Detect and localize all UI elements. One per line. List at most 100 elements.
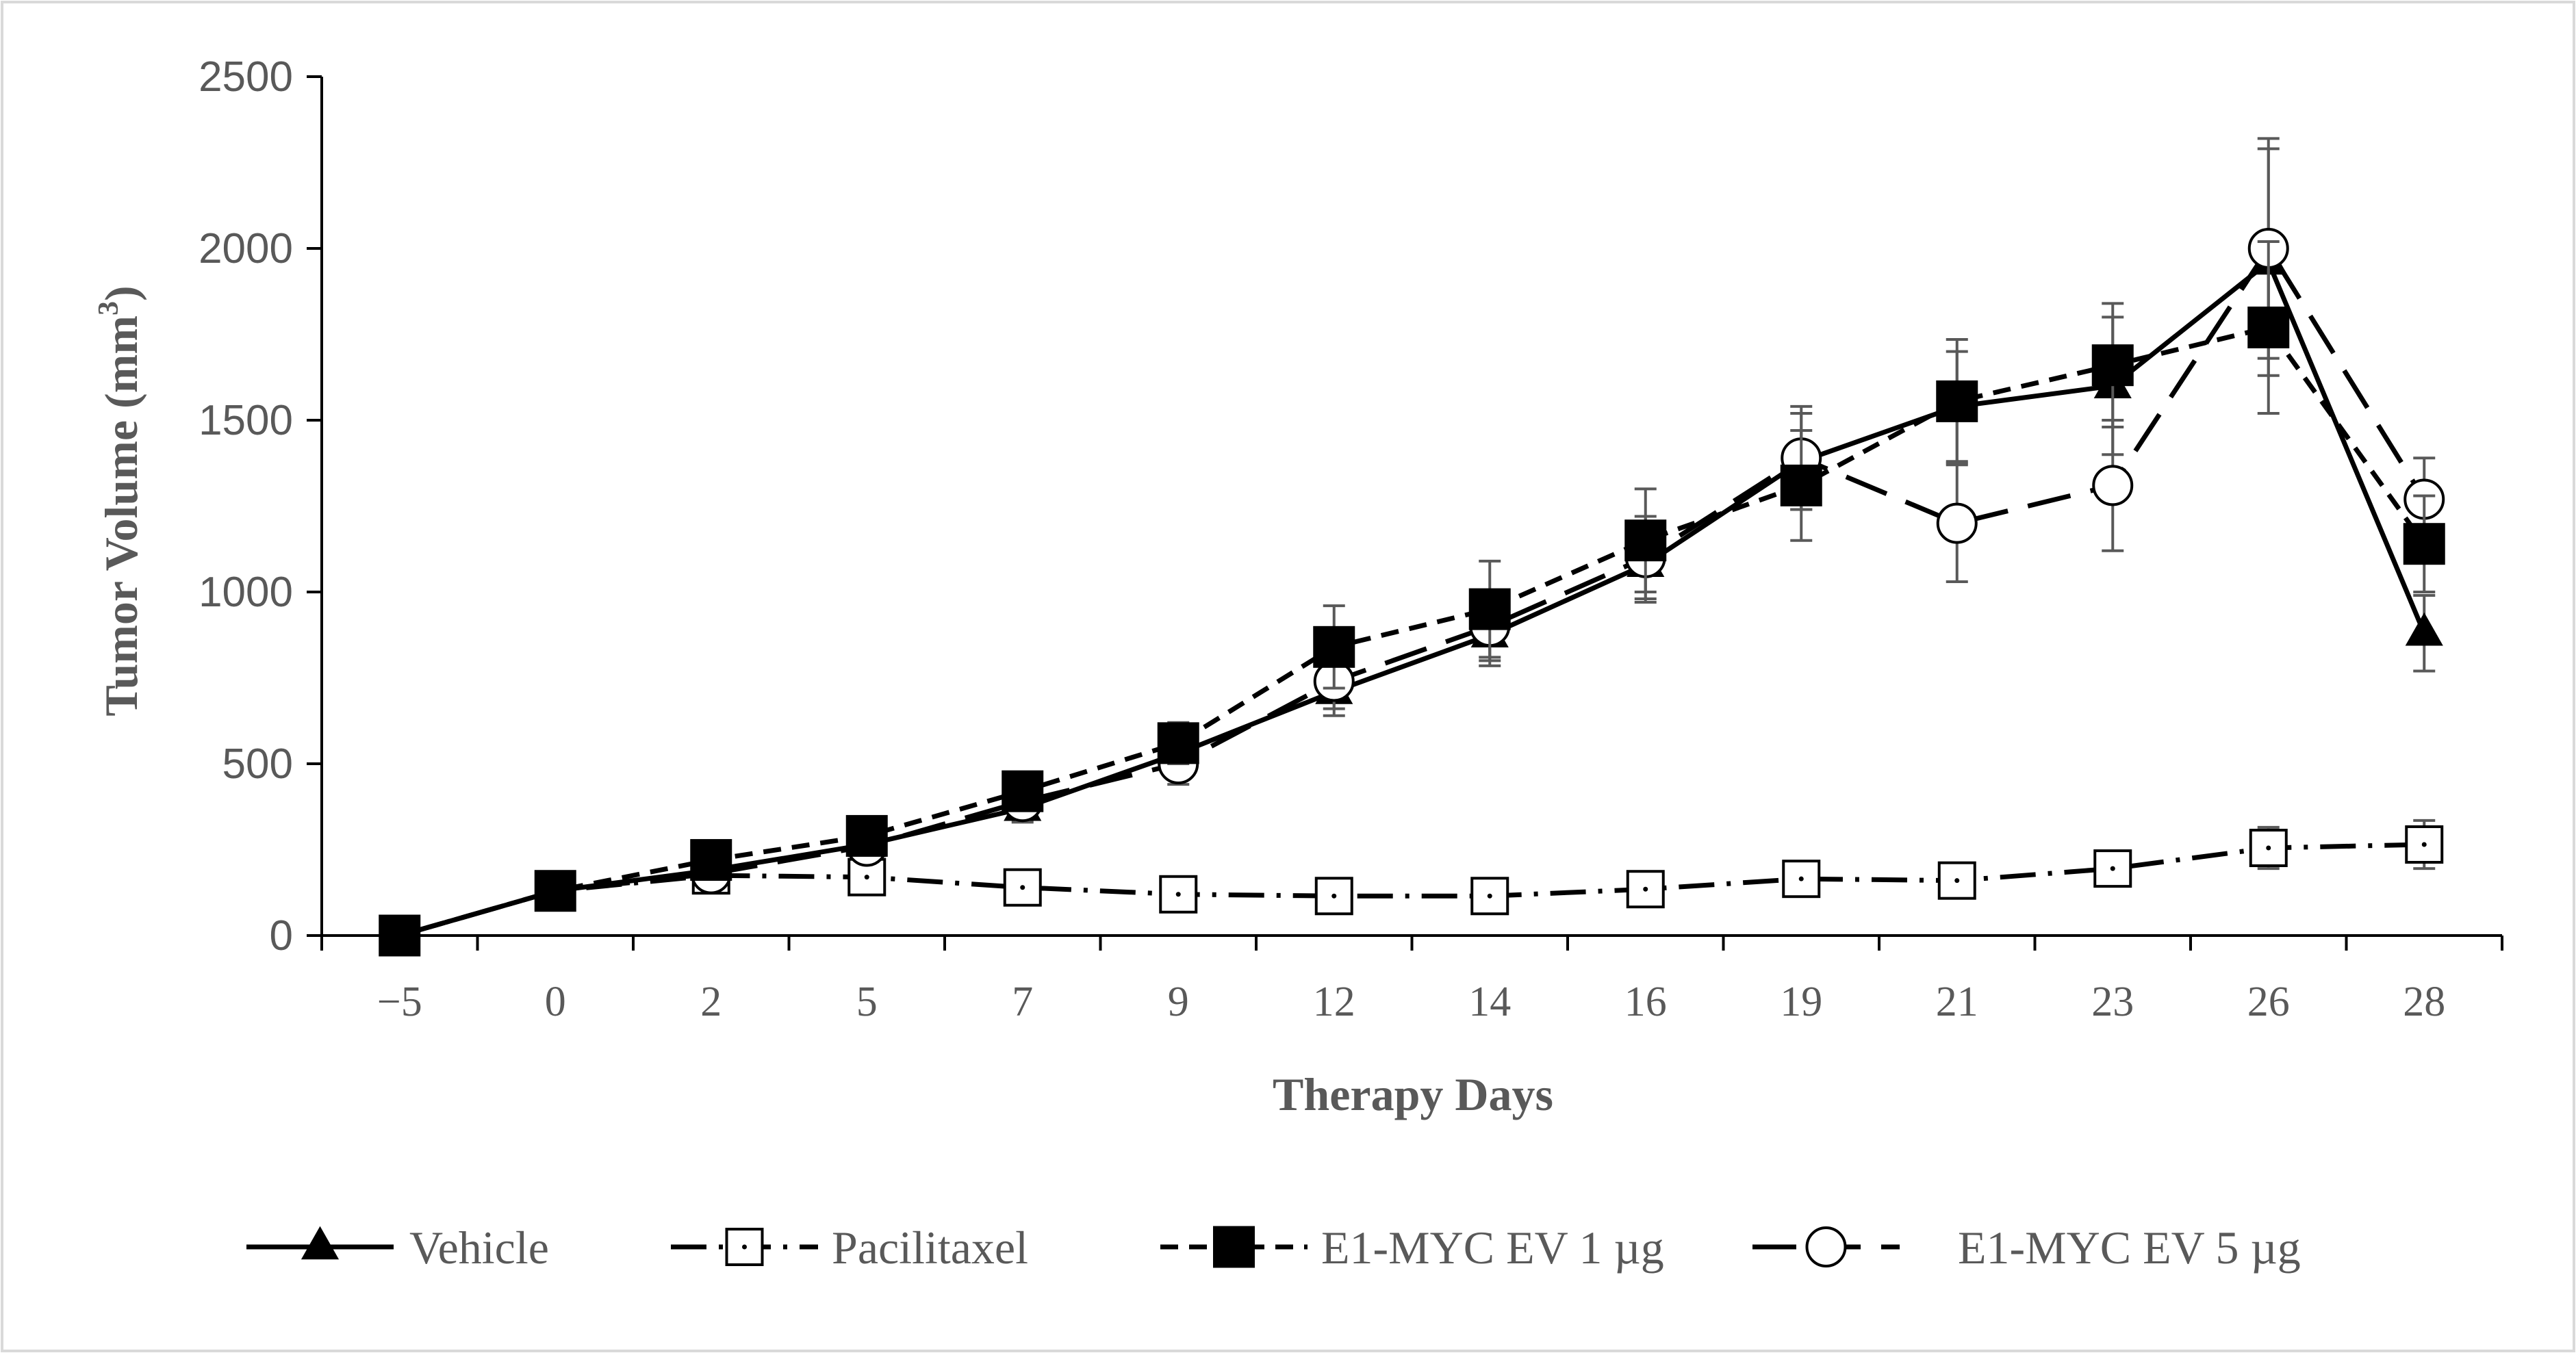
marker-square-filled <box>690 839 732 881</box>
marker-square-dot-legend <box>742 1244 747 1250</box>
marker-square-filled-legend <box>1213 1226 1255 1268</box>
data-point <box>1624 519 1667 562</box>
data-point <box>690 839 732 881</box>
marker-square-filled <box>2247 306 2290 348</box>
legend-item-2: E1-MYC EV 1 µg <box>1160 1222 1664 1274</box>
y-axis-title-close: ) <box>95 285 147 301</box>
marker-square-filled <box>1468 588 1511 630</box>
y-axis-title: Tumor Volume (mm3) <box>93 285 147 716</box>
marker-square-dot <box>1954 878 1960 884</box>
marker-square-dot <box>1331 893 1337 899</box>
y-axis: 0 500 1000 1500 2000 2500 <box>199 53 323 959</box>
legend: Vehicle Pacilitaxel E1-MYC EV 1 µg E1-MYC E… <box>246 1222 2301 1274</box>
x-tick-label: 14 <box>1468 979 1511 1025</box>
x-tick-label: 7 <box>1012 979 1033 1025</box>
series-line <box>398 842 2425 938</box>
marker-square-dot <box>1020 885 1025 890</box>
y-tick-label: 1500 <box>199 397 293 444</box>
y-tick-label: 2000 <box>199 225 293 272</box>
data-point <box>2405 612 2443 646</box>
x-tick-label: 12 <box>1313 979 1355 1025</box>
marker-circle-open-legend <box>1805 1226 1847 1267</box>
data-point <box>1313 626 1355 668</box>
y-tick-label: 1000 <box>199 569 293 616</box>
marker-square-filled <box>845 814 888 857</box>
data-point <box>1157 722 1199 764</box>
x-tick-label: 21 <box>1936 979 1978 1025</box>
legend-label: E1-MYC EV 1 µg <box>1321 1222 1664 1274</box>
y-axis-title-superscript: 3 <box>93 301 125 315</box>
data-point <box>379 914 421 957</box>
marker-square-open <box>1937 861 1976 900</box>
data-point <box>1937 861 1976 900</box>
y-tick-label: 0 <box>270 912 293 959</box>
data-point <box>2405 825 2444 864</box>
data-point <box>2403 523 2445 565</box>
marker-circle-open <box>2092 465 2134 506</box>
data-point <box>2093 849 2132 888</box>
y-tick-label: 500 <box>222 740 293 788</box>
x-tick-label: 9 <box>1168 979 1189 1025</box>
data-point <box>2092 465 2134 506</box>
series-line <box>398 246 2427 938</box>
data-point <box>1936 502 1978 544</box>
x-tick-label: 2 <box>700 979 722 1025</box>
marker-square-filled <box>1624 519 1667 562</box>
marker-square-dot <box>2421 842 2427 847</box>
marker-square-filled <box>1002 770 1044 812</box>
x-tick-label: 16 <box>1624 979 1667 1025</box>
x-tick-label: −5 <box>377 979 422 1025</box>
x-tick-label: 19 <box>1780 979 1822 1025</box>
legend-item-1: Pacilitaxel <box>671 1222 1028 1274</box>
data-point <box>534 870 576 912</box>
marker-square-dot <box>864 875 869 880</box>
marker-square-filled <box>2091 344 2134 387</box>
data-point <box>1159 875 1198 914</box>
x-tick-label: 28 <box>2403 979 2445 1025</box>
marker-square-dot <box>2266 845 2271 851</box>
marker-square-dot <box>2110 866 2115 871</box>
marker-square-open <box>2249 828 2288 867</box>
x-tick-label: 0 <box>545 979 566 1025</box>
x-axis: −5 0 2 5 7 9 12 14 16 19 21 23 26 28 <box>320 934 2503 1025</box>
data-point <box>1468 588 1511 630</box>
marker-triangle-legend <box>301 1226 340 1260</box>
marker-circle-open <box>1936 502 1978 544</box>
x-axis-title: Therapy Days <box>1273 1068 1553 1120</box>
data-point <box>2247 306 2290 348</box>
marker-square-filled <box>379 914 421 957</box>
data-point <box>1470 877 1509 916</box>
marker-square-dot <box>1487 893 1492 899</box>
marker-triangle <box>2405 612 2443 646</box>
marker-square-filled <box>2403 523 2445 565</box>
data-point <box>1626 870 1665 909</box>
marker-square-filled <box>1313 626 1355 668</box>
data-point <box>1936 380 1978 422</box>
x-tick-label: 23 <box>2091 979 2134 1025</box>
data-point <box>2091 344 2134 387</box>
series-line <box>398 324 2427 938</box>
legend-label: Pacilitaxel <box>832 1222 1028 1274</box>
legend-label: Vehicle <box>409 1222 549 1274</box>
legend-item-3: E1-MYC EV 5 µg <box>1752 1222 2301 1274</box>
data-point <box>1314 877 1353 916</box>
series-line <box>398 259 2427 938</box>
marker-square-filled <box>1936 380 1978 422</box>
marker-square-filled <box>534 870 576 912</box>
legend-item-0: Vehicle <box>246 1222 549 1274</box>
x-tick-label: 26 <box>2247 979 2290 1025</box>
data-point <box>845 814 888 857</box>
y-tick-label: 2500 <box>199 53 293 101</box>
marker-square-filled <box>1780 464 1822 506</box>
data-point <box>2249 828 2288 867</box>
data-point <box>1780 464 1822 506</box>
marker-square-dot <box>1175 892 1181 897</box>
marker-square-dot <box>1798 876 1804 881</box>
data-point <box>1782 860 1821 899</box>
data-point <box>1003 868 1042 907</box>
series-layer <box>379 137 2445 957</box>
x-tick-label: 5 <box>856 979 878 1025</box>
legend-label: E1-MYC EV 5 µg <box>1958 1222 2301 1274</box>
